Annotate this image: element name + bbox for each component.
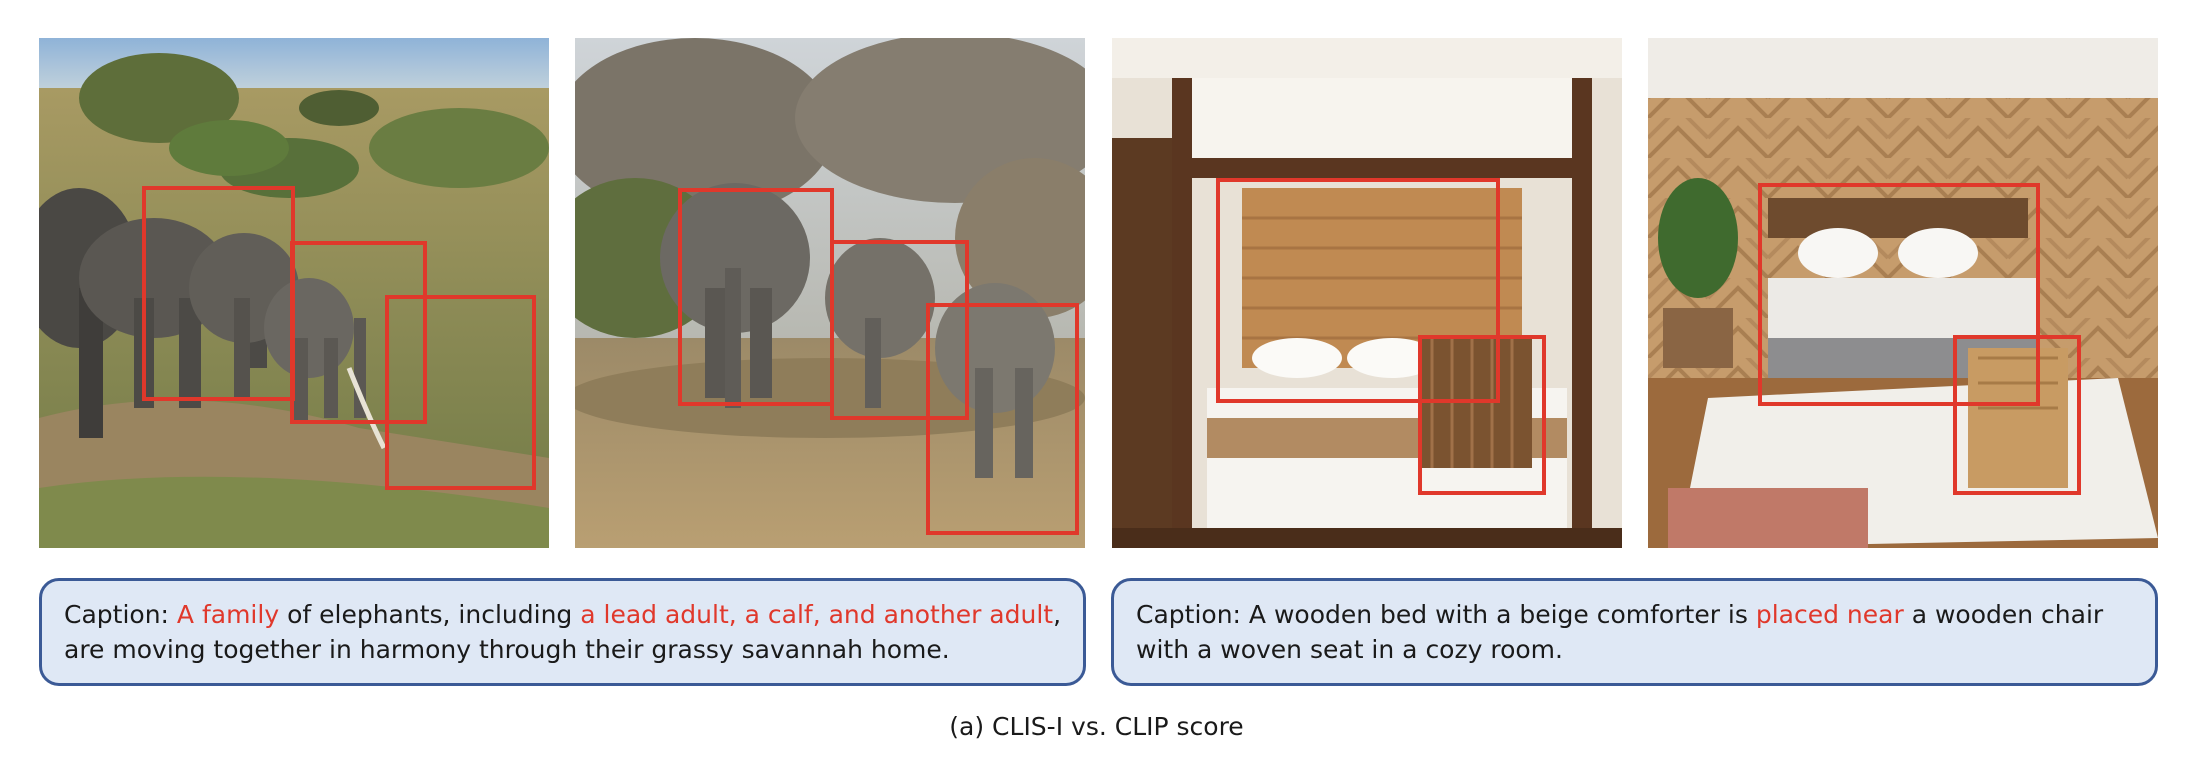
bbox-another-adult xyxy=(385,295,536,490)
bbox-bed xyxy=(1758,183,2040,406)
bedroom-scene-1 xyxy=(1112,38,1622,548)
figure-caption: (a) CLIS-I vs. CLIP score xyxy=(949,712,1244,741)
bbox-calf xyxy=(830,240,969,420)
caption-prefix: Caption: A wooden bed with a beige comfo… xyxy=(1136,600,1756,629)
caption-highlight-relation: placed near xyxy=(1755,600,1904,629)
bbox-another-adult xyxy=(926,303,1079,535)
bbox-chair xyxy=(1953,335,2081,495)
caption-segment: a wooden chair with a woven seat in a co… xyxy=(1136,600,2104,664)
bbox-lead-adult xyxy=(678,188,834,406)
bedroom-scene-2 xyxy=(1648,38,2158,548)
caption-segment: , are moving together in harmony through… xyxy=(64,600,1062,664)
caption-text: Caption: A wooden bed with a beige comfo… xyxy=(1136,600,2103,664)
elephants-image-2 xyxy=(575,38,1085,548)
elephants-image-1 xyxy=(39,38,549,548)
caption-text: Caption: A family of elephants, includin… xyxy=(64,600,1061,664)
elephants-scene-2 xyxy=(575,38,1085,548)
caption-box-elephants: Caption: A family of elephants, includin… xyxy=(39,578,1086,686)
bedroom-image-1 xyxy=(1112,38,1622,548)
caption-segment: of elephants, including xyxy=(279,600,581,629)
caption-highlight-members: a lead adult, a calf, and another adult xyxy=(580,600,1054,629)
caption-prefix: Caption: xyxy=(64,600,177,629)
caption-box-bedroom: Caption: A wooden bed with a beige comfo… xyxy=(1111,578,2158,686)
bbox-chair xyxy=(1418,335,1546,495)
bbox-bed xyxy=(1216,178,1500,403)
caption-highlight-family: A family xyxy=(176,600,280,629)
bbox-calf xyxy=(290,241,427,424)
bbox-lead-adult xyxy=(142,186,295,401)
bedroom-image-2 xyxy=(1648,38,2158,548)
